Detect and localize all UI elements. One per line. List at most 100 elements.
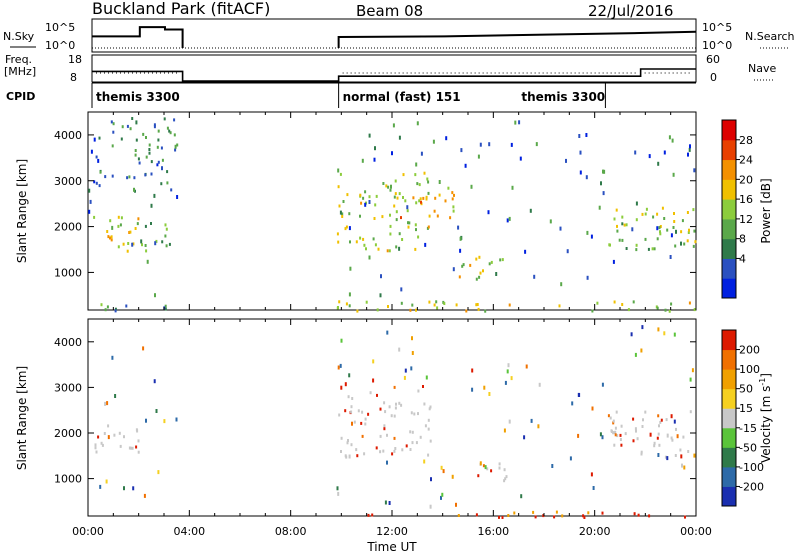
echo-cell — [601, 511, 604, 515]
echo-cell — [607, 414, 610, 418]
echo-cell — [168, 129, 171, 133]
echo-cell — [123, 486, 125, 491]
echo-cell — [117, 215, 120, 219]
echo-cell — [404, 368, 407, 373]
echo-cell — [457, 225, 460, 230]
echo-cell — [148, 151, 151, 155]
echo-cell — [154, 241, 157, 246]
echo-cell — [166, 126, 169, 130]
echo-cell — [398, 135, 401, 140]
echo-cell — [504, 380, 507, 385]
echo-cell — [689, 410, 692, 414]
echo-cell — [395, 210, 398, 214]
echo-cell — [459, 236, 462, 241]
echo-cell — [93, 180, 96, 184]
echo-cell — [586, 275, 589, 280]
echo-cell — [673, 419, 676, 424]
echo-cell — [601, 435, 604, 440]
echo-cell — [404, 199, 407, 203]
echo-cell — [161, 158, 164, 162]
colorbar-swatch — [722, 388, 736, 409]
colorbar-tick-label: 4 — [739, 252, 746, 265]
echo-cell — [365, 247, 367, 251]
echo-cell — [682, 435, 685, 439]
echo-cell — [97, 435, 100, 439]
echo-cell — [128, 231, 131, 234]
echo-cell — [131, 446, 134, 450]
echo-cell — [666, 228, 669, 232]
echo-cell — [341, 215, 344, 218]
cpid-segment-label: themis 3300 — [96, 90, 180, 104]
echo-cell — [98, 184, 101, 188]
echo-cell — [612, 421, 615, 425]
echo-cell — [379, 293, 382, 298]
velocity-echo-cells — [94, 325, 696, 519]
echo-cell — [410, 411, 413, 415]
echo-cell — [414, 223, 417, 227]
echo-cell — [487, 210, 490, 215]
echo-cell — [415, 201, 418, 205]
echo-cell — [532, 510, 535, 514]
y-tick-label: 3000 — [54, 175, 82, 188]
echo-cell — [145, 249, 148, 253]
colorbar-swatch — [722, 238, 736, 259]
echo-cell — [596, 301, 599, 305]
echo-cell — [394, 447, 397, 450]
velocity-colorbar-label-end: ] — [759, 373, 773, 378]
echo-cell — [462, 263, 465, 267]
echo-cell — [651, 247, 654, 251]
echo-cell — [641, 325, 644, 330]
echo-cell — [382, 182, 385, 185]
echo-cell — [653, 247, 656, 251]
echo-cell — [686, 239, 689, 243]
echo-cell — [411, 430, 414, 434]
echo-cell — [657, 432, 660, 436]
echo-cell — [599, 432, 602, 437]
echo-cell — [642, 418, 644, 422]
echo-cell — [156, 163, 159, 167]
echo-cell — [449, 216, 452, 220]
echo-cell — [505, 475, 508, 479]
echo-cell — [395, 218, 398, 222]
echo-cell — [438, 193, 441, 197]
echo-cell — [347, 395, 350, 399]
echo-cell — [591, 406, 594, 411]
echo-cell — [118, 431, 121, 435]
echo-cell — [417, 389, 420, 393]
echo-cell — [674, 244, 677, 248]
echo-cell — [88, 209, 91, 214]
echo-cell — [542, 514, 545, 518]
echo-cell — [634, 150, 637, 155]
echo-cell — [656, 237, 659, 241]
echo-cell — [693, 229, 696, 233]
echo-cell — [440, 495, 442, 500]
colorbar-tick-label: 28 — [739, 134, 753, 147]
echo-cell — [400, 216, 402, 220]
echo-cell — [600, 181, 602, 186]
echo-cell — [635, 243, 638, 247]
echo-cell — [134, 149, 137, 152]
echo-cell — [175, 417, 178, 422]
echo-cell — [104, 401, 107, 406]
echo-cell — [634, 352, 637, 357]
echo-cell — [621, 303, 624, 306]
echo-cell — [99, 170, 102, 174]
echo-cell — [131, 242, 134, 247]
echo-cell — [364, 202, 367, 207]
echo-cell — [645, 207, 648, 211]
echo-cell — [560, 282, 563, 287]
echo-cell — [659, 225, 662, 228]
echo-cell — [693, 168, 696, 173]
echo-cell — [165, 227, 168, 231]
echo-cell — [671, 138, 674, 143]
echo-cell — [145, 418, 147, 423]
echo-cell — [363, 243, 366, 247]
echo-cell — [618, 238, 621, 242]
echo-cell — [672, 226, 675, 229]
x-tick-label: 00:00 — [72, 525, 104, 538]
echo-cell — [452, 209, 455, 213]
echo-cell — [150, 203, 153, 208]
echo-cell — [488, 392, 491, 396]
echo-cell — [637, 513, 640, 517]
echo-cell — [406, 209, 409, 213]
